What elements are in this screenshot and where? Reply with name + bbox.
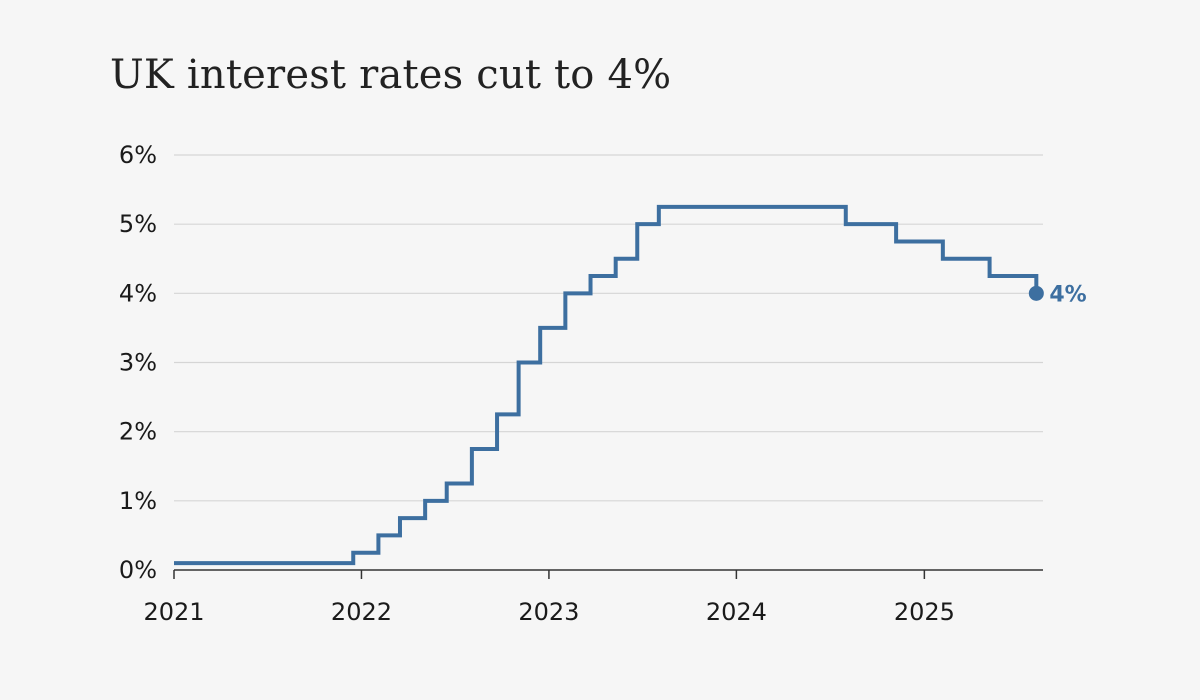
y-tick-label: 3%	[119, 349, 157, 377]
y-tick-label: 2%	[119, 418, 157, 446]
y-tick-label: 1%	[119, 487, 157, 515]
x-tick-label: 2023	[518, 598, 579, 626]
end-value-label: 4%	[1049, 282, 1086, 307]
x-tick-label: 2025	[894, 598, 955, 626]
rate-series-line	[174, 204, 1039, 566]
y-tick-label: 4%	[119, 279, 157, 307]
y-tick-label: 6%	[119, 141, 157, 169]
y-tick-label: 0%	[119, 556, 157, 584]
y-tick-label: 5%	[119, 210, 157, 238]
x-tick-label: 2022	[331, 598, 392, 626]
end-point-marker	[1028, 285, 1044, 301]
x-tick-label: 2024	[706, 598, 767, 626]
chart-title: UK interest rates cut to 4%	[110, 52, 672, 98]
x-tick-label: 2021	[143, 598, 204, 626]
